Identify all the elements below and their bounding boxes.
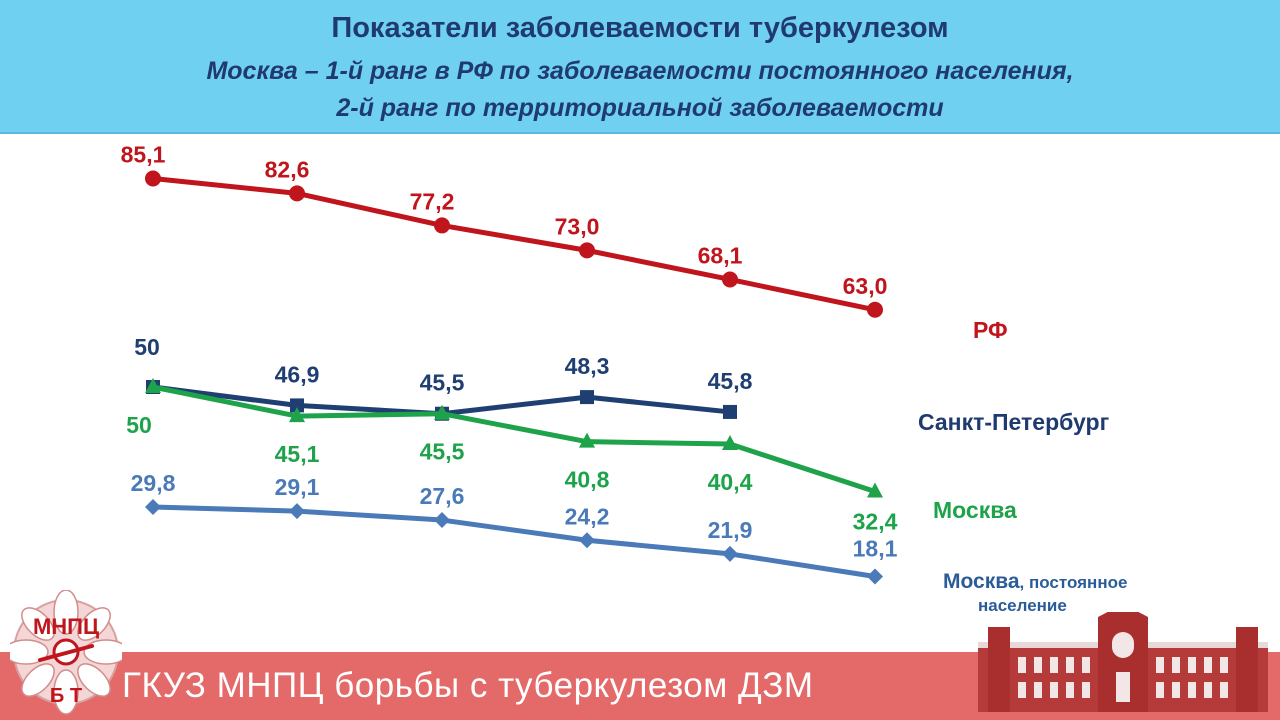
- data-label-moscow-permanent: 18,1: [853, 535, 898, 561]
- data-label-moscow: 45,5: [420, 439, 465, 465]
- data-label-rf: 85,1: [121, 142, 166, 168]
- data-label-moscow: 50: [126, 412, 152, 438]
- data-point-moscow-permanent: [722, 545, 738, 562]
- data-label-spb: 46,9: [275, 361, 320, 387]
- data-point-rf: [722, 271, 738, 288]
- series-line-rf: [150, 176, 878, 313]
- data-label-rf: 77,2: [410, 188, 455, 214]
- legend-moscow-permanent-suffix: , постоянное: [1020, 573, 1128, 592]
- legend-moscow-permanent-line2: население: [978, 596, 1067, 615]
- data-point-moscow-permanent: [145, 498, 161, 515]
- data-point-moscow: [579, 432, 595, 448]
- series-line-moscow-permanent: [150, 504, 878, 579]
- data-label-spb: 45,5: [420, 370, 465, 396]
- line-chart: 85,1 82,6 77,2 73,0 68,1 63,0 50 46,9 45,5 48,3 45…: [121, 142, 1128, 615]
- data-point-rf: [434, 217, 450, 234]
- data-point-moscow: [722, 435, 738, 451]
- data-label-spb: 48,3: [565, 353, 610, 379]
- data-point-moscow-permanent: [579, 532, 595, 549]
- data-label-rf: 82,6: [265, 156, 310, 182]
- data-point-moscow-permanent: [867, 568, 883, 585]
- header-banner: Показатели заболеваемости туберкулезом М…: [0, 0, 1280, 134]
- data-point-rf: [289, 185, 305, 202]
- data-point-rf: [867, 301, 883, 318]
- data-point-spb: [580, 390, 594, 405]
- data-label-rf: 73,0: [555, 213, 600, 239]
- data-label-rf: 63,0: [843, 273, 888, 299]
- building-illustration: [978, 612, 1268, 712]
- page-subtitle-line1: Москва – 1-й ранг в РФ по заболеваемости…: [206, 57, 1074, 85]
- data-label-spb: 50: [134, 334, 160, 360]
- data-point-moscow: [867, 482, 883, 498]
- data-label-spb: 45,8: [708, 368, 753, 394]
- legend-moscow-permanent: Москва, постоянное: [943, 570, 1127, 593]
- data-point-moscow-permanent: [434, 512, 450, 529]
- data-label-moscow-permanent: 29,8: [131, 470, 176, 496]
- data-point-moscow: [434, 404, 450, 420]
- logo-daisy-icon: [10, 590, 122, 715]
- logo-text-bottom: Б Т: [50, 685, 82, 707]
- data-label-rf: 68,1: [698, 242, 743, 268]
- data-label-moscow: 40,4: [708, 469, 753, 495]
- data-label-moscow: 40,8: [565, 467, 610, 493]
- organization-logo: МНПЦ Б Т: [10, 590, 122, 715]
- data-point-moscow-permanent: [289, 503, 305, 520]
- data-point-rf: [145, 170, 161, 187]
- data-label-moscow: 45,1: [275, 441, 320, 467]
- data-label-moscow-permanent: 27,6: [420, 483, 465, 509]
- data-point-moscow: [145, 378, 161, 393]
- legend-rf: РФ: [973, 317, 1008, 343]
- data-point-spb: [290, 398, 304, 413]
- data-label-moscow-permanent: 29,1: [275, 474, 320, 500]
- data-label-moscow-permanent: 24,2: [565, 503, 610, 529]
- data-point-rf: [579, 242, 595, 259]
- data-point-spb: [723, 404, 737, 419]
- page-title: Показатели заболеваемости туберкулезом: [331, 12, 949, 44]
- legend-moscow: Москва: [933, 497, 1017, 523]
- data-label-moscow-permanent: 21,9: [708, 517, 753, 543]
- logo-text: МНПЦ: [33, 614, 99, 639]
- legend-moscow-permanent-main: Москва: [943, 570, 1020, 593]
- legend-spb: Санкт-Петербург: [918, 409, 1109, 435]
- series-line-moscow: [150, 384, 878, 495]
- data-point-moscow: [289, 407, 305, 423]
- footer-org-name: ГКУЗ МНПЦ борьбы с туберкулезом ДЗМ: [122, 666, 814, 705]
- data-label-moscow: 32,4: [853, 509, 898, 535]
- page-subtitle-line2: 2-й ранг по территориальной заболеваемос…: [336, 94, 944, 122]
